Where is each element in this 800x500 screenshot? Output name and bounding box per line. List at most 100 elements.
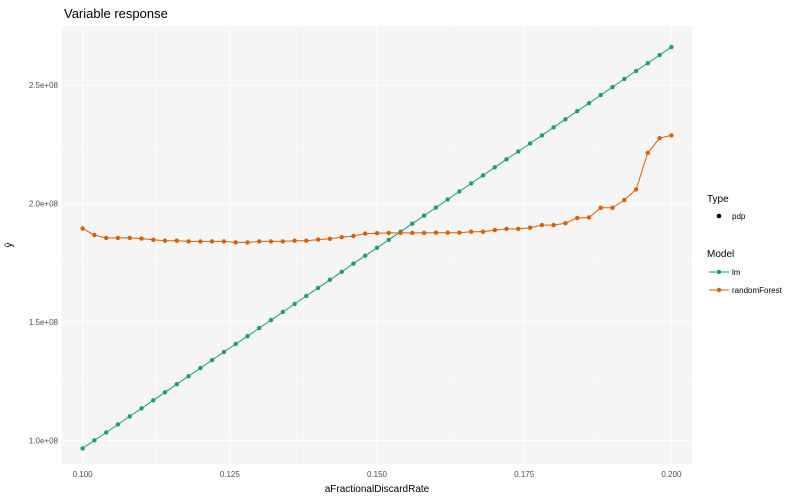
legend-model-title: Model [707, 249, 734, 260]
data-point-randomforest [457, 230, 462, 235]
data-point-randomforest [516, 226, 521, 232]
data-point-lm [645, 61, 650, 66]
data-point-randomforest [445, 230, 450, 235]
data-point-lm [339, 269, 344, 274]
x-axis-label: aFractionalDiscardRate [325, 484, 430, 495]
data-point-randomforest [433, 230, 439, 235]
legend-lm-marker [716, 269, 722, 275]
data-point-randomforest [127, 235, 132, 241]
data-point-lm [233, 341, 238, 347]
data-point-lm [539, 133, 545, 138]
data-point-randomforest [186, 239, 191, 244]
data-point-lm [327, 277, 333, 282]
legend-rf-label: randomForest [732, 286, 783, 295]
data-point-randomforest [421, 230, 427, 236]
data-point-lm [151, 398, 156, 403]
data-point-randomforest [280, 239, 285, 244]
data-point-lm [504, 157, 509, 162]
data-point-lm [104, 430, 109, 435]
legend: Type pdp Model lm randomForest [707, 194, 783, 295]
data-point-lm [351, 261, 356, 266]
data-point-randomforest [551, 222, 556, 228]
x-tick-label: 0.125 [220, 470, 241, 479]
data-point-lm [575, 109, 580, 114]
data-point-randomforest [80, 226, 85, 231]
data-point-randomforest [151, 237, 156, 242]
data-point-randomforest [669, 133, 674, 138]
data-point-lm [374, 245, 380, 250]
legend-type-label: pdp [732, 212, 746, 221]
data-point-lm [92, 438, 97, 443]
data-point-lm [386, 237, 391, 242]
data-point-lm [586, 101, 592, 106]
series-layer [80, 44, 674, 451]
data-point-randomforest [586, 215, 592, 220]
data-point-randomforest [657, 136, 662, 141]
data-point-randomforest [351, 233, 356, 239]
data-point-randomforest [563, 221, 568, 226]
data-point-lm [245, 334, 250, 339]
data-point-randomforest [104, 235, 109, 241]
data-point-lm [633, 68, 639, 74]
data-point-lm [268, 317, 274, 323]
data-point-randomforest [645, 150, 650, 156]
data-point-randomforest [633, 187, 639, 192]
data-point-randomforest [622, 197, 627, 203]
x-tick-label: 0.175 [514, 470, 535, 479]
data-point-randomforest [139, 236, 144, 241]
data-point-lm [315, 285, 321, 291]
data-point-randomforest [92, 232, 97, 238]
data-point-lm [563, 117, 568, 122]
data-point-lm [516, 149, 521, 154]
x-axis-ticks: 0.100 0.125 0.150 0.175 0.200 [73, 470, 682, 479]
legend-type-marker [716, 213, 722, 219]
data-point-randomforest [410, 230, 415, 236]
data-point-lm [127, 414, 132, 419]
data-point-lm [421, 213, 427, 218]
data-point-lm [480, 173, 486, 178]
data-point-lm [527, 141, 533, 146]
data-point-randomforest [292, 238, 297, 243]
data-point-lm [304, 293, 309, 299]
data-point-lm [551, 125, 556, 130]
data-point-randomforest [575, 215, 580, 221]
series-lm [80, 44, 674, 451]
data-point-randomforest [398, 230, 403, 236]
data-point-lm [363, 253, 368, 258]
data-point-lm [186, 374, 191, 379]
data-point-randomforest [257, 239, 262, 244]
data-point-randomforest [115, 235, 121, 241]
data-point-randomforest [198, 239, 203, 244]
data-point-randomforest [598, 205, 603, 210]
data-point-randomforest [539, 222, 545, 228]
grid-lines [62, 26, 692, 464]
data-point-randomforest [209, 239, 215, 244]
data-point-lm [257, 325, 262, 331]
data-point-lm [174, 382, 179, 387]
data-point-lm [610, 84, 615, 90]
data-point-lm [622, 76, 627, 82]
data-point-randomforest [174, 238, 179, 243]
data-point-lm [469, 181, 474, 186]
data-point-randomforest [221, 239, 227, 244]
data-point-lm [115, 422, 121, 427]
legend-lm-label: lm [732, 268, 741, 277]
y-tick-label: 1.5e+08 [29, 318, 59, 327]
data-point-lm [221, 349, 227, 355]
y-axis-label: ŷ [4, 243, 15, 248]
legend-type-title: Type [707, 194, 729, 205]
x-tick-label: 0.100 [73, 470, 94, 479]
data-point-lm [280, 309, 285, 315]
data-point-randomforest [469, 229, 474, 234]
data-point-lm [139, 406, 144, 411]
data-point-lm [198, 365, 203, 371]
y-tick-label: 1.0e+08 [29, 436, 59, 445]
data-point-randomforest [480, 229, 486, 234]
data-point-randomforest [386, 230, 391, 236]
data-point-lm [209, 357, 215, 363]
data-point-lm [433, 205, 439, 210]
data-point-randomforest [374, 231, 380, 236]
data-point-randomforest [339, 235, 344, 240]
data-point-randomforest [504, 226, 509, 232]
